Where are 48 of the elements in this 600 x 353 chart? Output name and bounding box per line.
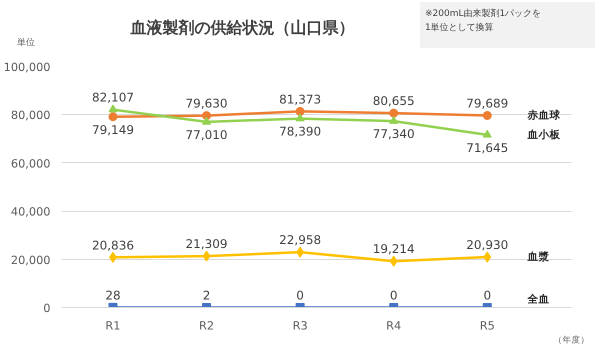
x-tick-label: R3: [292, 318, 308, 332]
data-label: 0: [390, 288, 398, 302]
x-tick-label: R2: [199, 318, 214, 332]
data-label: 20,836: [92, 238, 134, 252]
data-label: 77,010: [186, 128, 228, 142]
text: 赤血球: [526, 108, 562, 122]
data-label: 2: [202, 288, 210, 302]
data-label: 79,689: [466, 96, 508, 110]
y-tick-label: 20,000: [10, 252, 51, 267]
point: [389, 116, 398, 124]
y-axis-title: 単位: [17, 37, 35, 50]
text: 血漿: [526, 250, 550, 264]
text: ※200mL由来製剤1パックを 1単位として換算: [425, 8, 542, 36]
y-tick-label: 80,000: [10, 108, 51, 122]
data-label: 82,107: [92, 90, 134, 105]
data-label: 20,930: [466, 238, 508, 252]
point: [482, 130, 492, 138]
point: [482, 110, 492, 120]
data-label: 81,373: [279, 92, 322, 106]
chart-title: 血液製剤の供給状況（山口県）: [130, 17, 354, 39]
x-axis-title: （年度）: [554, 334, 590, 346]
data-label: 71,645: [466, 140, 508, 155]
data-label: 22,958: [279, 233, 322, 248]
y-tick-label: 0: [43, 301, 51, 315]
point: [108, 104, 118, 112]
data-label: 0: [296, 288, 304, 302]
x-tick-label: R4: [386, 318, 402, 332]
data-label: 77,340: [372, 127, 415, 142]
text: 全血: [526, 292, 550, 306]
data-label: 21,309: [186, 237, 228, 252]
data-label: 19,214: [372, 242, 415, 256]
data-label: 0: [483, 288, 492, 302]
text: 血小板: [526, 128, 562, 141]
data-label: 80,655: [372, 94, 415, 108]
y-tick-label: 60,000: [10, 156, 51, 170]
data-label: 79,149: [92, 122, 134, 137]
point: [202, 116, 212, 125]
data-label: 78,390: [279, 124, 322, 139]
point: [296, 106, 305, 116]
point: [389, 108, 398, 118]
point: [296, 113, 305, 122]
data-label: 28: [105, 288, 121, 302]
x-tick-label: R5: [480, 318, 495, 332]
y-tick-label: 40,000: [10, 204, 51, 219]
data-label: 79,630: [186, 96, 228, 111]
y-tick-label: 100,000: [4, 60, 51, 74]
x-tick-label: R1: [105, 318, 121, 332]
point: [108, 112, 118, 122]
